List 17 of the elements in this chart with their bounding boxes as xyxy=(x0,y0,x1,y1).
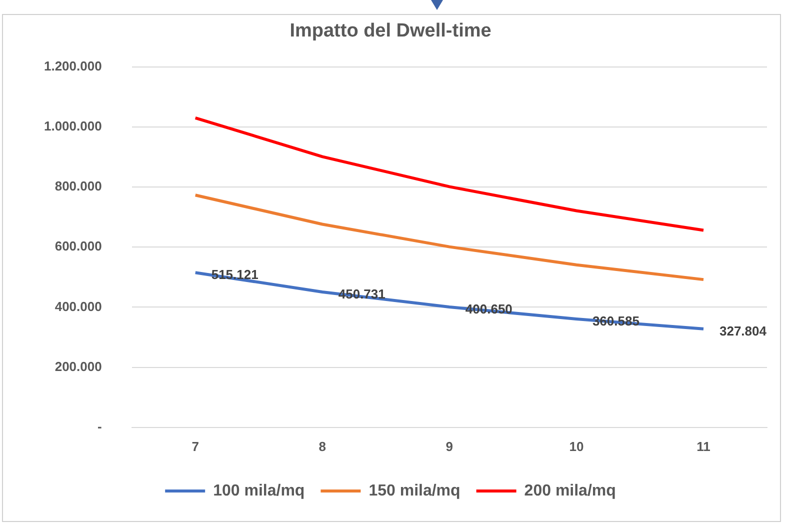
x-tick-label: 9 xyxy=(446,438,454,454)
chart-title: Impatto del Dwell-time xyxy=(290,20,492,42)
x-tick-label: 11 xyxy=(696,438,710,454)
y-tick-label: 400.000 xyxy=(54,298,102,314)
legend-label: 100 mila/mq xyxy=(213,482,305,500)
data-label: 327.804 xyxy=(719,323,768,338)
y-tick-label: 200.000 xyxy=(54,358,102,374)
y-tick-label: 600.000 xyxy=(54,238,102,254)
x-tick-label: 10 xyxy=(569,438,584,454)
y-tick-label: 1.000.000 xyxy=(44,118,102,134)
legend-label: 150 mila/mq xyxy=(368,482,460,500)
x-tick-label: 8 xyxy=(318,438,326,454)
y-tick-label: 800.000 xyxy=(54,178,102,194)
x-tick-label: 7 xyxy=(192,438,199,454)
y-tick-label: 1.200.000 xyxy=(44,58,102,74)
legend-label: 200 mila/mq xyxy=(524,482,616,500)
y-tick-label: - xyxy=(97,418,102,434)
